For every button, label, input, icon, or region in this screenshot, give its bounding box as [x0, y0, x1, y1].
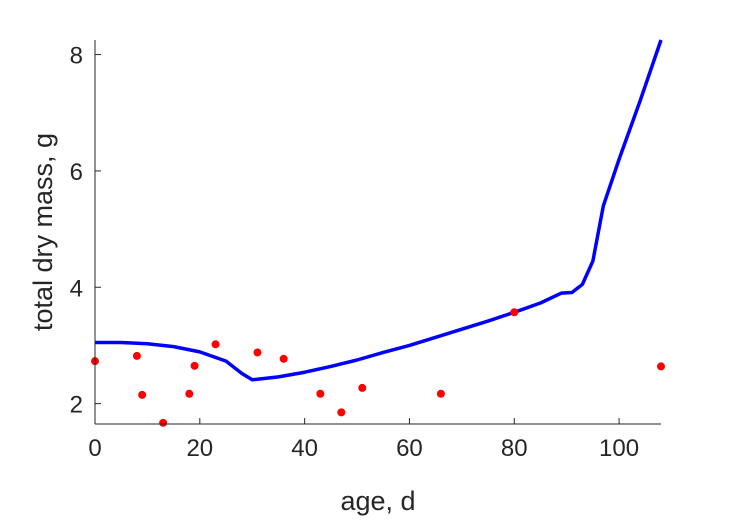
data-point: [185, 389, 194, 398]
axes: [94, 40, 661, 425]
x-tick-label: 80: [501, 435, 528, 462]
data-point: [138, 390, 147, 399]
data-point: [337, 408, 346, 417]
y-tick-label: 6: [70, 159, 83, 186]
x-tick-label: 60: [396, 435, 423, 462]
plot-area: [91, 39, 665, 427]
x-axis-label: age, d: [340, 486, 415, 516]
x-tick-label: 20: [186, 435, 213, 462]
data-point: [510, 308, 519, 317]
data-point: [358, 383, 367, 392]
data-point: [159, 418, 168, 427]
model-curve-line: [95, 39, 663, 382]
ticks: 0 20 40 60 80 100 2 4 6 8: [70, 43, 639, 462]
data-point: [279, 354, 288, 363]
data-point: [253, 348, 262, 357]
x-tick-label: 0: [88, 435, 101, 462]
data-point: [436, 389, 445, 398]
data-point: [657, 362, 665, 371]
y-tick-label: 4: [70, 275, 83, 302]
data-point: [190, 361, 199, 370]
x-tick-label: 40: [291, 435, 318, 462]
x-tick-label: 100: [599, 435, 639, 462]
data-point: [132, 351, 141, 360]
data-point: [211, 340, 220, 349]
y-tick-label: 8: [70, 43, 83, 70]
data-point: [316, 389, 325, 398]
y-axis-label: total dry mass, g: [28, 133, 58, 331]
y-tick-label: 2: [70, 392, 83, 419]
